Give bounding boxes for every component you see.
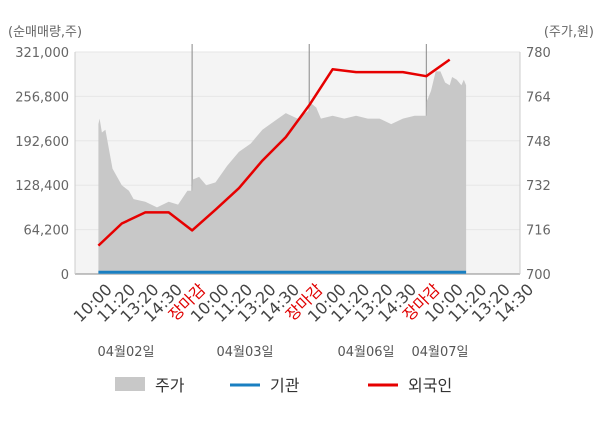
date-label: 04월06일 bbox=[337, 345, 394, 360]
left-axis-label: (순매매량,주) bbox=[8, 25, 82, 40]
legend: 주가 기관 외국인 bbox=[115, 376, 452, 395]
right-tick-label: 700 bbox=[526, 268, 551, 283]
left-tick-label: 64,200 bbox=[24, 224, 70, 239]
right-axis-label: (주가,원) bbox=[544, 25, 594, 40]
series-area-price bbox=[98, 71, 467, 275]
legend-label: 외국인 bbox=[408, 376, 452, 395]
date-label: 04월02일 bbox=[97, 345, 154, 360]
left-tick-label: 192,600 bbox=[15, 135, 69, 150]
left-tick-label: 128,400 bbox=[15, 179, 69, 194]
right-tick-label: 764 bbox=[526, 90, 551, 105]
right-tick-label: 748 bbox=[526, 135, 551, 150]
date-label: 04월03일 bbox=[216, 345, 273, 360]
right-ticks: 780 764 748 732 716 700 bbox=[526, 46, 551, 283]
legend-label: 기관 bbox=[270, 376, 300, 395]
left-tick-label: 0 bbox=[61, 268, 69, 283]
legend-label: 주가 bbox=[155, 376, 185, 395]
date-labels: 04월02일 04월03일 04월06일 04월07일 bbox=[97, 345, 468, 360]
x-ticks: 10:0011:2013:2014:30장마감10:0011:2013:2014… bbox=[70, 280, 538, 326]
left-ticks: 321,000 256,800 192,600 128,400 64,200 0 bbox=[15, 46, 69, 283]
right-tick-label: 780 bbox=[526, 46, 551, 61]
left-tick-label: 321,000 bbox=[15, 46, 69, 61]
price-area bbox=[98, 71, 467, 275]
left-tick-label: 256,800 bbox=[15, 90, 69, 105]
series-line-foreign bbox=[97, 58, 451, 247]
right-tick-label: 716 bbox=[526, 224, 551, 239]
legend-swatch-price bbox=[115, 377, 145, 391]
lines bbox=[97, 58, 467, 274]
right-tick-label: 732 bbox=[526, 179, 551, 194]
date-label: 04월07일 bbox=[411, 345, 468, 360]
